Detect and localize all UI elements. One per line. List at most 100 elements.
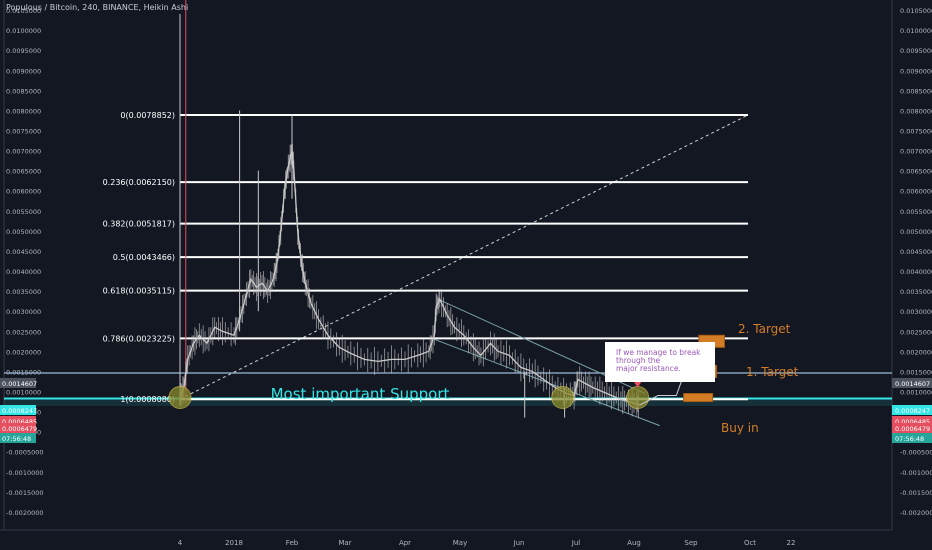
y-tick-label-right: 0.0035000 [900, 288, 932, 296]
y-tick-label-right: -0.0020000 [900, 509, 932, 517]
y-tick-label-left: -0.0005000 [6, 449, 44, 457]
y-tick-label-right: 0.0080000 [900, 107, 932, 115]
x-tick-label: 4 [178, 539, 183, 547]
y-tick-label-right: 0.0050000 [900, 228, 932, 236]
x-tick-label: Apr [399, 539, 411, 547]
x-tick-label: Aug [627, 539, 641, 547]
y-tick-label-right: 0.0100000 [900, 27, 932, 35]
y-tick-label-left: 0.0060000 [6, 188, 41, 196]
chart-title: Populous / Bitcoin, 240, BINANCE, Heikin… [6, 3, 189, 12]
x-tick-label: Sep [684, 539, 698, 547]
y-tick-label-right: -0.0015000 [900, 489, 932, 497]
y-tick-label-right: 0.0085000 [900, 87, 932, 95]
y-tick-label-left: -0.0015000 [6, 489, 44, 497]
circle-marker [168, 386, 192, 410]
y-tick-label-right: 0.0010000 [900, 389, 932, 397]
y-tick-label-right: 0.0020000 [900, 348, 932, 356]
circle-marker [626, 386, 650, 410]
y-tick-label-left: 0.0055000 [6, 208, 41, 216]
y-tick-label-right: 0.0075000 [900, 127, 932, 135]
price-label-bg-left [0, 405, 36, 415]
y-tick-label-left: 0.0075000 [6, 127, 41, 135]
trend-line-dashed [179, 114, 749, 400]
target1-annotation: 1. Target [746, 365, 799, 379]
x-tick-label: 2018 [225, 539, 243, 547]
fib-level-label: 0.382(0.0051817) [103, 220, 175, 229]
y-tick-label-left: 0.0020000 [6, 348, 41, 356]
y-tick-label-left: 0.0065000 [6, 168, 41, 176]
y-tick-label-left: 0.0035000 [6, 288, 41, 296]
y-tick-label-left: 0.0045000 [6, 248, 41, 256]
y-tick-label-right: 0.0055000 [900, 208, 932, 216]
y-tick-label-left: -0.0010000 [6, 469, 44, 477]
y-tick-label-right: 0.0015000 [900, 368, 932, 376]
buy-annotation: Buy in [721, 421, 759, 435]
support-annotation: Most important Support [271, 385, 450, 403]
target2-annotation: 2. Target [738, 322, 791, 336]
buy-zone-box [683, 393, 714, 403]
price-label-bg-left [0, 423, 36, 433]
support-band [4, 397, 892, 406]
price-label-bg-left [0, 416, 36, 426]
price-label-bg-right [892, 416, 932, 426]
y-tick-label-left: 0.0080000 [6, 107, 41, 115]
y-tick-label-left: 0.0030000 [6, 308, 41, 316]
x-tick-label: Feb [286, 539, 299, 547]
y-tick-label-right: 0.0090000 [900, 67, 932, 75]
y-tick-label-left: 0.0050000 [6, 228, 41, 236]
y-tick-label-right: 0.0030000 [900, 308, 932, 316]
price-label-left: 0.0008247 [2, 407, 37, 415]
price-label-bg-left [0, 378, 36, 388]
y-tick-label-right: 0.0105000 [900, 7, 932, 15]
fib-level-label: 0.618(0.0035115) [103, 287, 175, 296]
y-tick-label-left: 0.0095000 [6, 47, 41, 55]
price-label-bg-right [892, 405, 932, 415]
fib-level-label: 0.236(0.0062150) [103, 178, 175, 187]
y-tick-label-right: 0.0070000 [900, 148, 932, 156]
price-label-left: 07:56:48 [2, 435, 31, 443]
x-tick-label: 22 [787, 539, 796, 547]
note-text: major resistance. [616, 364, 681, 373]
x-tick-label: Jun [513, 539, 525, 547]
price-label-right: 0.0006479 [895, 425, 930, 433]
price-label-bg-left [0, 433, 36, 443]
y-tick-label-left: 0.0085000 [6, 87, 41, 95]
y-tick-label-left: -0.0020000 [6, 509, 44, 517]
price-label-bg-right [892, 423, 932, 433]
circle-marker [551, 386, 575, 410]
price-label-right: 0.0014607 [895, 380, 930, 388]
x-tick-label: Oct [744, 539, 756, 547]
x-tick-label: May [453, 539, 467, 547]
y-tick-label-right: 0.0095000 [900, 47, 932, 55]
down-arrow-icon [633, 381, 642, 388]
y-tick-label-left: 0.0105000 [6, 7, 41, 15]
y-tick-label-right: 0.0040000 [900, 268, 932, 276]
y-tick-label-left: 0.0100000 [6, 27, 41, 35]
y-tick-label-left: 0.0090000 [6, 67, 41, 75]
price-label-right: 07:56:48 [895, 435, 924, 443]
price-label-left: 0.0006479 [2, 425, 37, 433]
price-label-bg-right [892, 378, 932, 388]
price-label-left: 0.0006485 [2, 418, 37, 426]
x-tick-label: Jul [571, 539, 581, 547]
y-tick-label-left: 0.0025000 [6, 328, 41, 336]
y-tick-label-right: 0.0065000 [900, 168, 932, 176]
note-text: through the [616, 356, 661, 365]
note-box [605, 342, 715, 382]
price-label-right: 0.0008247 [895, 407, 930, 415]
y-tick-label-right: -0.0005000 [900, 449, 932, 457]
y-tick-label-left: 0.0070000 [6, 148, 41, 156]
y-tick-label-right: 0.0025000 [900, 328, 932, 336]
price-label-right: 0.0006485 [895, 418, 930, 426]
y-tick-label-right: 0.0045000 [900, 248, 932, 256]
fib-level-label: 0(0.0078852) [120, 111, 175, 120]
y-tick-label-left: 0.0010000 [6, 389, 41, 397]
y-tick-label-right: 0.0060000 [900, 188, 932, 196]
note-text: If we manage to break [616, 348, 701, 357]
y-tick-label-left: 0.0040000 [6, 268, 41, 276]
price-label-left: 0.0014607 [2, 380, 37, 388]
fib-level-label: 0.5(0.0043466) [113, 253, 175, 262]
price-label-bg-right [892, 433, 932, 443]
